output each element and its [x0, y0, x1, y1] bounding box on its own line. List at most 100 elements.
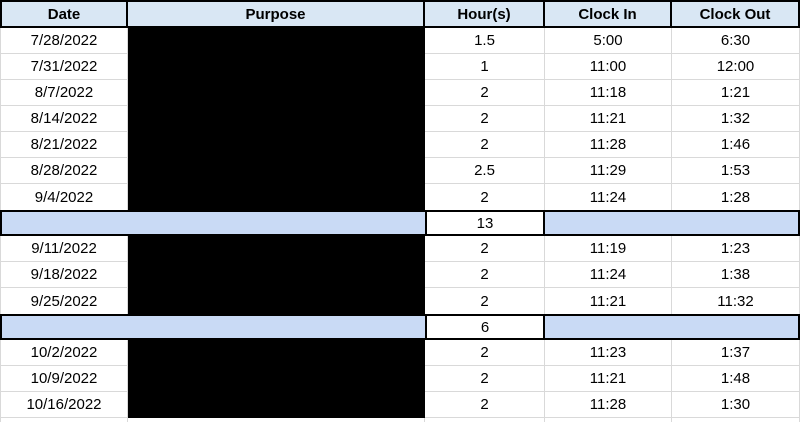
cell-date[interactable]: 7/31/2022 [0, 54, 128, 80]
cell-hours[interactable]: 2 [425, 288, 545, 314]
cell-purpose-redacted[interactable] [128, 340, 425, 366]
subtotal-merged-left-cell[interactable] [0, 314, 425, 340]
entry-row: 9/4/2022 2 11:24 1:28 [0, 184, 800, 210]
cell-date[interactable]: 10/16/2022 [0, 392, 128, 418]
cell-hours[interactable]: 2 [425, 262, 545, 288]
cell-date[interactable]: 7/28/2022 [0, 28, 128, 54]
cell-purpose-redacted[interactable] [128, 366, 425, 392]
cell-purpose-redacted[interactable] [128, 236, 425, 262]
entry-row: 9/18/2022 2 11:24 1:38 [0, 262, 800, 288]
entry-row: 10/16/2022 2 11:28 1:30 [0, 392, 800, 418]
cell-purpose-redacted[interactable] [128, 80, 425, 106]
column-header-purpose[interactable]: Purpose [128, 0, 425, 28]
partial-bottom-row [0, 418, 800, 422]
cell-hours[interactable]: 2 [425, 366, 545, 392]
subtotal-row: 6 [0, 314, 800, 340]
cell-hours[interactable]: 1 [425, 54, 545, 80]
cell-hours[interactable]: 1.5 [425, 28, 545, 54]
cell-date[interactable]: 9/18/2022 [0, 262, 128, 288]
cell-hours[interactable]: 2 [425, 106, 545, 132]
cell-clock-out[interactable]: 1:30 [672, 392, 800, 418]
header-row: Date Purpose Hour(s) Clock In Clock Out [0, 0, 800, 28]
cell-clock-in[interactable]: 11:19 [545, 236, 672, 262]
subtotal-merged-right-cell[interactable] [545, 314, 800, 340]
filler-cell [0, 418, 128, 422]
table-body: 7/28/2022 1.5 5:00 6:30 7/31/2022 1 11:00 12:00… [0, 28, 800, 422]
column-header-date[interactable]: Date [0, 0, 128, 28]
cell-hours[interactable]: 2.5 [425, 158, 545, 184]
column-header-hours[interactable]: Hour(s) [425, 0, 545, 28]
entry-row: 10/2/2022 2 11:23 1:37 [0, 340, 800, 366]
cell-clock-in[interactable]: 11:21 [545, 106, 672, 132]
cell-purpose-redacted[interactable] [128, 262, 425, 288]
cell-purpose-redacted[interactable] [128, 392, 425, 418]
cell-date[interactable]: 9/25/2022 [0, 288, 128, 314]
entry-row: 10/9/2022 2 11:21 1:48 [0, 366, 800, 392]
cell-clock-out[interactable]: 11:32 [672, 288, 800, 314]
cell-clock-in[interactable]: 5:00 [545, 28, 672, 54]
cell-date[interactable]: 9/11/2022 [0, 236, 128, 262]
cell-clock-out[interactable]: 12:00 [672, 54, 800, 80]
cell-clock-out[interactable]: 1:48 [672, 366, 800, 392]
entry-row: 7/31/2022 1 11:00 12:00 [0, 54, 800, 80]
cell-date[interactable]: 9/4/2022 [0, 184, 128, 210]
cell-purpose-redacted[interactable] [128, 184, 425, 210]
entry-row: 8/21/2022 2 11:28 1:46 [0, 132, 800, 158]
filler-cell [425, 418, 545, 422]
subtotal-row: 13 [0, 210, 800, 236]
cell-hours[interactable]: 2 [425, 80, 545, 106]
cell-clock-in[interactable]: 11:24 [545, 262, 672, 288]
cell-purpose-redacted[interactable] [128, 132, 425, 158]
column-header-clock-out[interactable]: Clock Out [672, 0, 800, 28]
cell-clock-out[interactable]: 1:46 [672, 132, 800, 158]
cell-hours[interactable]: 2 [425, 184, 545, 210]
cell-clock-out[interactable]: 1:37 [672, 340, 800, 366]
cell-hours[interactable]: 2 [425, 340, 545, 366]
column-header-clock-in[interactable]: Clock In [545, 0, 672, 28]
entry-row: 9/11/2022 2 11:19 1:23 [0, 236, 800, 262]
cell-purpose-redacted[interactable] [128, 288, 425, 314]
cell-date[interactable]: 8/14/2022 [0, 106, 128, 132]
cell-hours[interactable]: 2 [425, 392, 545, 418]
subtotal-hours-cell[interactable]: 13 [425, 210, 545, 236]
cell-clock-in[interactable]: 11:21 [545, 366, 672, 392]
cell-date[interactable]: 10/2/2022 [0, 340, 128, 366]
entry-row: 7/28/2022 1.5 5:00 6:30 [0, 28, 800, 54]
cell-clock-in[interactable]: 11:28 [545, 392, 672, 418]
cell-clock-out[interactable]: 1:38 [672, 262, 800, 288]
cell-clock-in[interactable]: 11:24 [545, 184, 672, 210]
cell-purpose-redacted[interactable] [128, 106, 425, 132]
subtotal-merged-right-cell[interactable] [545, 210, 800, 236]
entry-row: 8/28/2022 2.5 11:29 1:53 [0, 158, 800, 184]
cell-clock-out[interactable]: 1:53 [672, 158, 800, 184]
filler-cell [128, 418, 425, 422]
cell-hours[interactable]: 2 [425, 132, 545, 158]
subtotal-hours-cell[interactable]: 6 [425, 314, 545, 340]
cell-clock-out[interactable]: 1:23 [672, 236, 800, 262]
cell-clock-out[interactable]: 1:32 [672, 106, 800, 132]
filler-cell [672, 418, 800, 422]
cell-clock-in[interactable]: 11:28 [545, 132, 672, 158]
cell-clock-out[interactable]: 1:21 [672, 80, 800, 106]
subtotal-merged-left-cell[interactable] [0, 210, 425, 236]
cell-hours[interactable]: 2 [425, 236, 545, 262]
cell-date[interactable]: 8/28/2022 [0, 158, 128, 184]
cell-clock-in[interactable]: 11:29 [545, 158, 672, 184]
cell-purpose-redacted[interactable] [128, 54, 425, 80]
entry-row: 8/7/2022 2 11:18 1:21 [0, 80, 800, 106]
cell-clock-in[interactable]: 11:23 [545, 340, 672, 366]
entry-row: 9/25/2022 2 11:21 11:32 [0, 288, 800, 314]
filler-cell [545, 418, 672, 422]
cell-clock-in[interactable]: 11:00 [545, 54, 672, 80]
cell-date[interactable]: 8/21/2022 [0, 132, 128, 158]
cell-date[interactable]: 10/9/2022 [0, 366, 128, 392]
entry-row: 8/14/2022 2 11:21 1:32 [0, 106, 800, 132]
cell-clock-out[interactable]: 6:30 [672, 28, 800, 54]
cell-clock-in[interactable]: 11:18 [545, 80, 672, 106]
cell-clock-out[interactable]: 1:28 [672, 184, 800, 210]
cell-purpose-redacted[interactable] [128, 158, 425, 184]
cell-clock-in[interactable]: 11:21 [545, 288, 672, 314]
cell-purpose-redacted[interactable] [128, 28, 425, 54]
cell-date[interactable]: 8/7/2022 [0, 80, 128, 106]
